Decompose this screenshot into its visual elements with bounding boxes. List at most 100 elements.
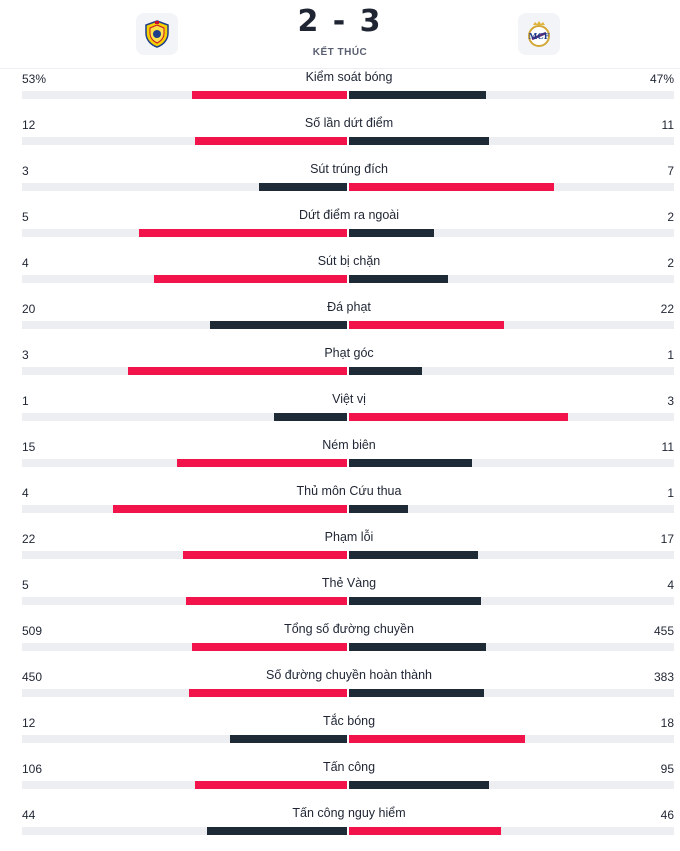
away-bar-track <box>349 827 674 835</box>
stat-label: Sút bị chặn <box>317 254 381 268</box>
away-bar-track <box>349 413 674 421</box>
stat-label: Phạt góc <box>324 346 374 360</box>
stat-label: Kiểm soát bóng <box>305 70 393 84</box>
stat-home-value: 450 <box>22 670 43 684</box>
stat-home-value: 5 <box>22 578 29 592</box>
stat-away-value: 1 <box>667 348 674 362</box>
home-bar-fill <box>230 735 347 743</box>
away-bar-track <box>349 597 674 605</box>
stat-away-value: 3 <box>667 394 674 408</box>
home-bar-track <box>22 781 347 789</box>
stat-away-value: 22 <box>660 302 674 316</box>
away-bar-track <box>349 275 674 283</box>
away-bar-fill <box>349 413 568 421</box>
stat-away-value: 95 <box>660 762 674 776</box>
stat-row: 106 Tấn công 95 <box>0 759 680 805</box>
stat-home-value: 106 <box>22 762 43 776</box>
match-status: KẾT THÚC <box>312 47 368 58</box>
home-team-logo[interactable] <box>136 13 178 55</box>
stats-list: 53% Kiểm soát bóng 47% 12 Số lần dứt điểm 11 3… <box>0 69 680 851</box>
stat-row: 53% Kiểm soát bóng 47% <box>0 69 680 115</box>
villarreal-crest-icon <box>145 20 169 48</box>
away-bar-track <box>349 781 674 789</box>
stat-label: Việt vị <box>332 392 366 406</box>
home-bar-track <box>22 321 347 329</box>
away-bar-fill <box>349 367 422 375</box>
stat-row: 44 Tấn công nguy hiểm 46 <box>0 805 680 851</box>
home-bar-track <box>22 643 347 651</box>
stat-home-value: 20 <box>22 302 36 316</box>
match-header: 2 - 3 KẾT THÚC MCF <box>0 0 680 69</box>
home-bar-track <box>22 459 347 467</box>
stat-away-value: 455 <box>653 624 674 638</box>
stat-away-value: 47% <box>649 72 674 86</box>
away-bar-fill <box>349 459 472 467</box>
stat-label: Tắc bóng <box>322 714 376 728</box>
stat-row: 4 Sút bị chặn 2 <box>0 253 680 299</box>
stat-away-value: 4 <box>667 578 674 592</box>
away-bar-fill <box>349 275 448 283</box>
stat-home-value: 15 <box>22 440 36 454</box>
stat-row: 3 Phạt góc 1 <box>0 345 680 391</box>
away-bar-fill <box>349 183 554 191</box>
away-team-logo[interactable]: MCF <box>518 13 560 55</box>
home-bar-fill <box>189 689 347 697</box>
away-bar-fill <box>349 643 486 651</box>
stat-label: Thẻ Vàng <box>321 576 377 590</box>
home-bar-fill <box>195 137 347 145</box>
away-bar-track <box>349 367 674 375</box>
home-bar-track <box>22 91 347 99</box>
away-bar-fill <box>349 321 504 329</box>
home-bar-track <box>22 597 347 605</box>
home-bar-fill <box>192 91 347 99</box>
match-score: 2 - 3 <box>297 4 383 39</box>
stat-label: Dứt điểm ra ngoài <box>298 208 400 222</box>
stat-home-value: 509 <box>22 624 43 638</box>
svg-text:MCF: MCF <box>529 31 550 41</box>
stat-label: Thủ môn Cứu thua <box>296 484 402 498</box>
stat-away-value: 17 <box>660 532 674 546</box>
stat-row: 5 Thẻ Vàng 4 <box>0 575 680 621</box>
stat-row: 450 Số đường chuyền hoàn thành 383 <box>0 667 680 713</box>
away-bar-track <box>349 229 674 237</box>
stat-away-value: 11 <box>661 118 674 132</box>
home-bar-track <box>22 137 347 145</box>
stat-home-value: 12 <box>22 716 36 730</box>
home-bar-fill <box>183 551 347 559</box>
away-bar-track <box>349 183 674 191</box>
stat-home-value: 5 <box>22 210 29 224</box>
home-bar-track <box>22 827 347 835</box>
stat-row: 4 Thủ môn Cứu thua 1 <box>0 483 680 529</box>
stat-home-value: 12 <box>22 118 36 132</box>
stat-row: 12 Tắc bóng 18 <box>0 713 680 759</box>
stat-row: 5 Dứt điểm ra ngoài 2 <box>0 207 680 253</box>
stat-label: Sút trúng đích <box>310 162 388 176</box>
home-bar-track <box>22 505 347 513</box>
home-bar-fill <box>192 643 347 651</box>
stat-home-value: 3 <box>22 164 29 178</box>
stat-label: Tấn công <box>322 760 376 774</box>
stat-label: Số lần dứt điểm <box>304 116 394 130</box>
home-bar-fill <box>186 597 347 605</box>
stat-label: Phạm lỗi <box>324 530 374 544</box>
stat-away-value: 2 <box>667 256 674 270</box>
stat-row: 509 Tổng số đường chuyền 455 <box>0 621 680 667</box>
stat-row: 3 Sút trúng đích 7 <box>0 161 680 207</box>
stat-away-value: 1 <box>667 486 674 500</box>
stat-away-value: 7 <box>667 164 674 178</box>
stat-away-value: 11 <box>661 440 674 454</box>
stat-home-value: 1 <box>22 394 29 408</box>
away-bar-fill <box>349 735 525 743</box>
home-bar-track <box>22 367 347 375</box>
stat-row: 22 Phạm lỗi 17 <box>0 529 680 575</box>
home-bar-fill <box>210 321 347 329</box>
stat-home-value: 3 <box>22 348 29 362</box>
home-bar-track <box>22 183 347 191</box>
away-bar-track <box>349 505 674 513</box>
away-bar-track <box>349 643 674 651</box>
away-bar-fill <box>349 827 501 835</box>
stat-away-value: 383 <box>653 670 674 684</box>
stat-home-value: 44 <box>22 808 36 822</box>
away-bar-fill <box>349 91 486 99</box>
away-bar-fill <box>349 505 408 513</box>
